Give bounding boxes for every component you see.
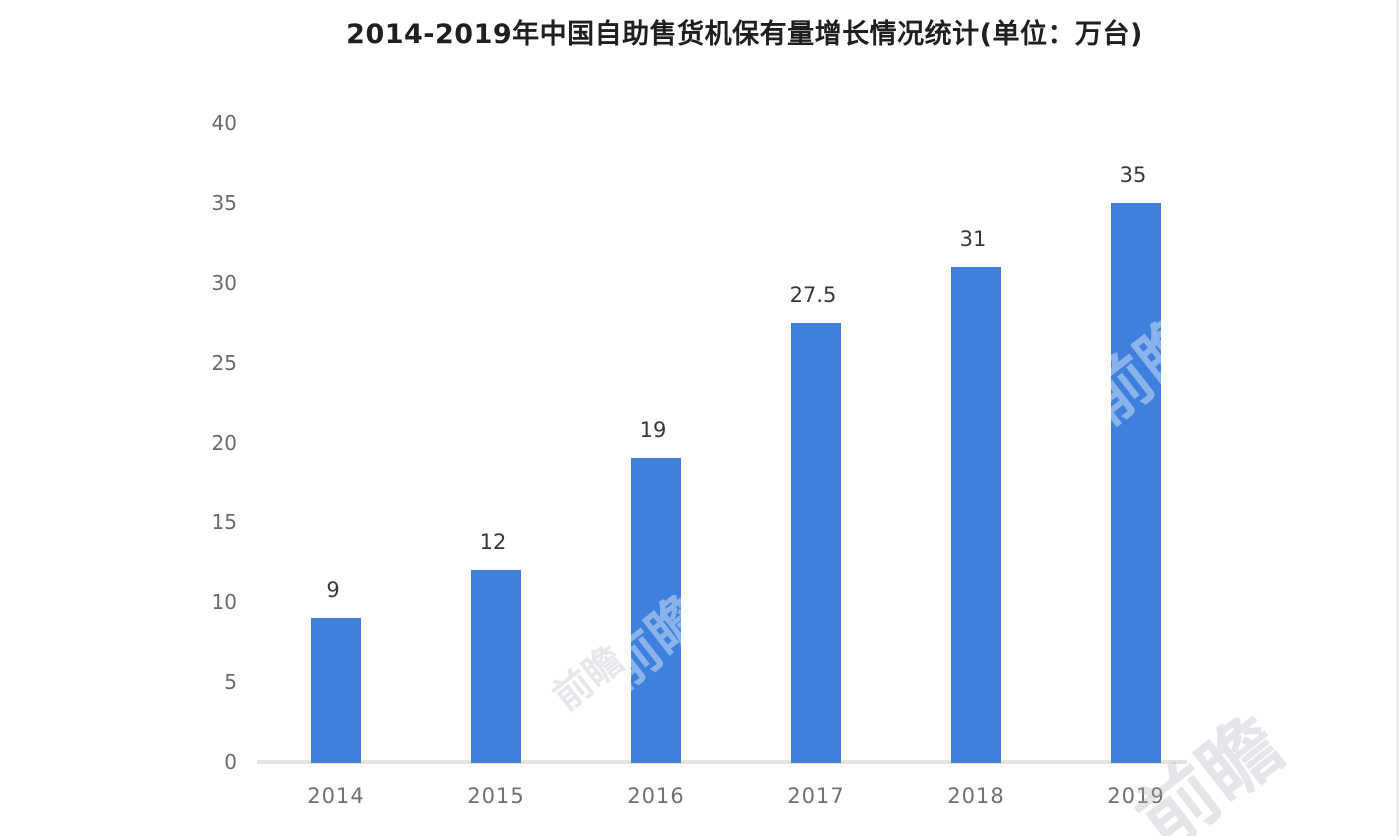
x-tick-label-2015: 2015 [467, 784, 525, 808]
bar-2017 [791, 322, 841, 763]
y-tick-label-5: 5 [224, 670, 237, 695]
data-label-2015: 12 [479, 530, 507, 555]
y-tick-label-0: 0 [224, 750, 237, 774]
data-label-2017: 27.5 [789, 282, 837, 307]
chart-title: 2014-2019年中国自助售货机保有量增长情况统计(单位：万台) [346, 19, 1143, 50]
bar-2019 [1111, 202, 1161, 763]
x-tick-label-2014: 2014 [307, 784, 365, 808]
bar-2015 [471, 570, 521, 763]
data-label-2016: 19 [639, 418, 667, 443]
y-tick-label-15: 15 [211, 510, 237, 535]
bar-2018 [951, 266, 1001, 763]
bar-2016 [631, 458, 681, 763]
data-label-2019: 35 [1119, 162, 1147, 187]
y-tick-label-20: 20 [211, 430, 237, 455]
data-label-2014: 9 [326, 578, 340, 603]
x-axis-line [257, 760, 1187, 764]
y-tick-label-35: 35 [211, 190, 237, 215]
x-tick-label-2017: 2017 [787, 784, 845, 808]
y-tick-label-25: 25 [211, 350, 237, 375]
right-edge-line [1396, 0, 1399, 836]
x-tick-label-2019: 2019 [1107, 784, 1165, 808]
data-label-2018: 31 [959, 226, 987, 251]
x-tick-label-2016: 2016 [627, 784, 685, 808]
x-tick-label-2018: 2018 [947, 784, 1005, 808]
y-tick-label-40: 40 [211, 111, 237, 135]
bar-2014 [311, 618, 361, 763]
y-tick-label-30: 30 [211, 270, 237, 295]
watermark-text: 前瞻 [544, 637, 632, 719]
y-tick-label-10: 10 [211, 590, 237, 615]
